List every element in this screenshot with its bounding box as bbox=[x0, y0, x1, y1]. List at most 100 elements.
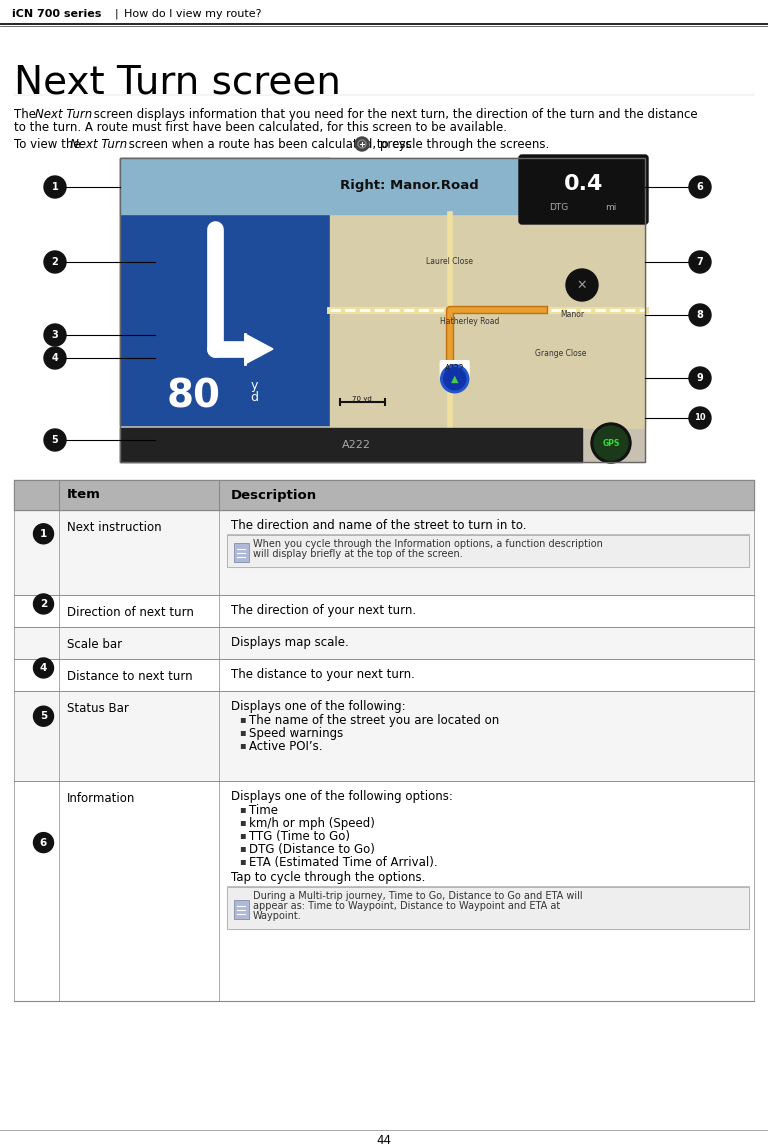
Bar bbox=[120, 158, 645, 461]
Bar bbox=[14, 781, 754, 1001]
Bar bbox=[14, 659, 754, 691]
Text: Time: Time bbox=[249, 804, 278, 817]
Text: Scale bar: Scale bar bbox=[67, 638, 122, 651]
Text: A222: A222 bbox=[342, 440, 371, 450]
Text: 2: 2 bbox=[40, 599, 47, 608]
Text: Hatherley Road: Hatherley Road bbox=[440, 317, 500, 326]
Text: to the turn. A route must first have been calculated, for this screen to be avai: to the turn. A route must first have bee… bbox=[14, 121, 507, 134]
Text: 0.4: 0.4 bbox=[564, 174, 603, 194]
Circle shape bbox=[34, 523, 54, 544]
FancyBboxPatch shape bbox=[440, 360, 469, 378]
Text: ✕: ✕ bbox=[577, 279, 588, 292]
Text: screen when a route has been calculated, press: screen when a route has been calculated,… bbox=[125, 138, 415, 152]
Text: 10: 10 bbox=[694, 413, 706, 422]
Text: Displays one of the following options:: Displays one of the following options: bbox=[231, 790, 453, 802]
Text: TTG (Time to Go): TTG (Time to Go) bbox=[249, 830, 350, 843]
Text: y: y bbox=[250, 379, 257, 391]
Circle shape bbox=[44, 251, 66, 273]
Circle shape bbox=[34, 832, 54, 853]
Text: screen displays information that you need for the next turn, the direction of th: screen displays information that you nee… bbox=[90, 108, 697, 121]
Text: 70 yd: 70 yd bbox=[352, 396, 372, 402]
Circle shape bbox=[44, 176, 66, 197]
Bar bbox=[120, 428, 582, 461]
Text: 7: 7 bbox=[697, 257, 703, 267]
Bar bbox=[120, 158, 645, 214]
Text: 4: 4 bbox=[40, 662, 47, 673]
Text: Distance to next turn: Distance to next turn bbox=[67, 670, 193, 683]
Text: Direction of next turn: Direction of next turn bbox=[67, 606, 194, 619]
Text: Next Turn screen: Next Turn screen bbox=[14, 63, 341, 101]
Text: 3: 3 bbox=[51, 329, 58, 340]
Text: Status Bar: Status Bar bbox=[67, 701, 129, 715]
Text: Manor: Manor bbox=[560, 310, 584, 319]
Circle shape bbox=[594, 426, 628, 460]
Circle shape bbox=[34, 594, 54, 614]
Text: ▪: ▪ bbox=[239, 843, 246, 853]
Text: 2: 2 bbox=[51, 257, 58, 267]
Circle shape bbox=[44, 429, 66, 451]
Text: 5: 5 bbox=[51, 435, 58, 445]
Text: Tap to cycle through the options.: Tap to cycle through the options. bbox=[231, 871, 425, 884]
Text: During a Multi-trip journey, Time to Go, Distance to Go and ETA will: During a Multi-trip journey, Time to Go,… bbox=[253, 891, 583, 901]
Text: Right: Manor.Road: Right: Manor.Road bbox=[340, 179, 478, 193]
Text: iCN 700 series: iCN 700 series bbox=[12, 9, 101, 20]
Text: Grange Close: Grange Close bbox=[535, 349, 586, 357]
Bar bbox=[227, 535, 749, 567]
Circle shape bbox=[689, 176, 711, 197]
Circle shape bbox=[689, 251, 711, 273]
Circle shape bbox=[34, 658, 54, 678]
Text: Item: Item bbox=[67, 489, 101, 502]
Text: Active POI’s.: Active POI’s. bbox=[249, 740, 323, 753]
FancyBboxPatch shape bbox=[233, 900, 249, 918]
Text: ▪: ▪ bbox=[239, 740, 246, 750]
Text: A222: A222 bbox=[445, 364, 465, 373]
Text: 6: 6 bbox=[697, 183, 703, 192]
Text: ▲: ▲ bbox=[451, 374, 458, 383]
Circle shape bbox=[566, 269, 598, 301]
FancyBboxPatch shape bbox=[519, 155, 648, 224]
Bar bbox=[227, 535, 749, 567]
Text: When you cycle through the Information options, a function description: When you cycle through the Information o… bbox=[253, 540, 603, 549]
Circle shape bbox=[441, 365, 468, 393]
Text: ▪: ▪ bbox=[239, 856, 246, 866]
Text: Displays one of the following:: Displays one of the following: bbox=[231, 700, 406, 713]
Text: 44: 44 bbox=[376, 1133, 392, 1147]
Text: To view the: To view the bbox=[14, 138, 84, 152]
Text: 1: 1 bbox=[51, 183, 58, 192]
Text: DTG: DTG bbox=[549, 203, 568, 211]
Bar bbox=[14, 480, 754, 510]
Bar bbox=[330, 214, 645, 428]
Text: 1: 1 bbox=[40, 529, 47, 538]
Circle shape bbox=[44, 347, 66, 369]
Bar bbox=[120, 158, 645, 461]
Text: 8: 8 bbox=[697, 310, 703, 320]
Text: ▪: ▪ bbox=[239, 727, 246, 737]
Circle shape bbox=[44, 324, 66, 346]
Text: ETA (Estimated Time of Arrival).: ETA (Estimated Time of Arrival). bbox=[249, 856, 438, 869]
Circle shape bbox=[591, 422, 631, 463]
Text: 4: 4 bbox=[51, 352, 58, 363]
Circle shape bbox=[689, 367, 711, 389]
Circle shape bbox=[34, 706, 54, 727]
Circle shape bbox=[444, 367, 465, 390]
Text: |: | bbox=[115, 9, 118, 20]
Text: ▪: ▪ bbox=[239, 830, 246, 840]
Text: Description: Description bbox=[231, 489, 317, 502]
Polygon shape bbox=[245, 334, 273, 364]
Text: mi: mi bbox=[605, 203, 616, 211]
Text: How do I view my route?: How do I view my route? bbox=[124, 9, 261, 20]
Bar bbox=[14, 510, 754, 595]
Text: 6: 6 bbox=[40, 838, 47, 847]
Text: Waypoint.: Waypoint. bbox=[253, 912, 302, 921]
Text: The distance to your next turn.: The distance to your next turn. bbox=[231, 668, 415, 681]
Text: The: The bbox=[14, 108, 40, 121]
Circle shape bbox=[689, 304, 711, 326]
Text: GPS: GPS bbox=[602, 439, 620, 448]
Circle shape bbox=[689, 408, 711, 429]
Text: Information: Information bbox=[67, 792, 135, 805]
Text: 5: 5 bbox=[40, 712, 47, 721]
Bar bbox=[227, 887, 749, 929]
Text: 80: 80 bbox=[167, 377, 220, 414]
Text: will display briefly at the top of the screen.: will display briefly at the top of the s… bbox=[253, 549, 463, 559]
Text: Next instruction: Next instruction bbox=[67, 521, 161, 534]
